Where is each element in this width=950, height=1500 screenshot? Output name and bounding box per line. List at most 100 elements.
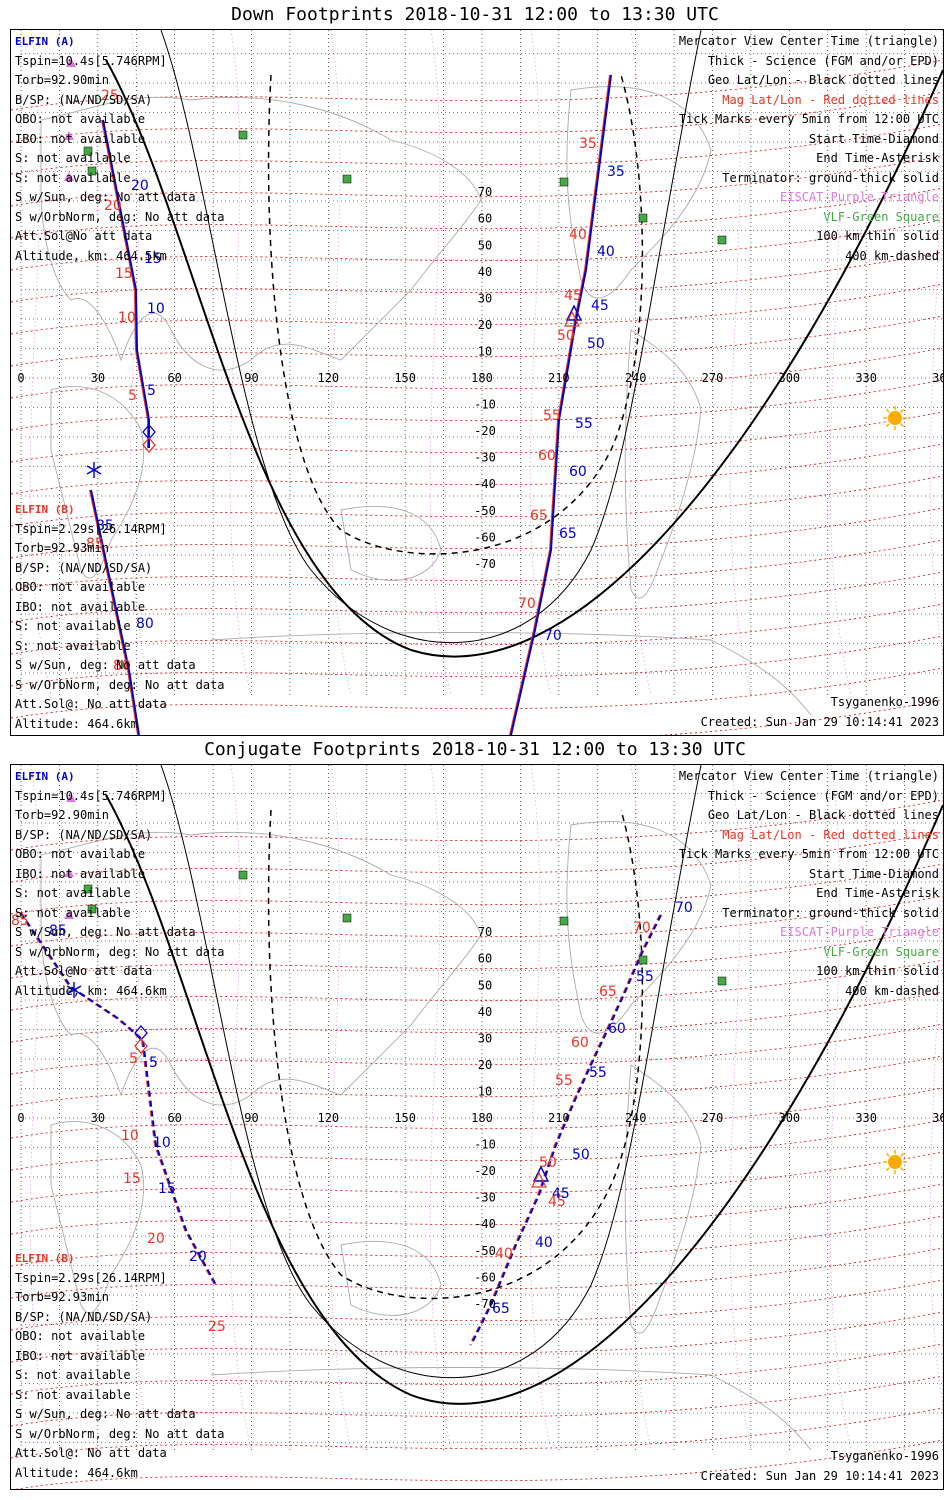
- lon-tick-label: 240: [625, 371, 647, 385]
- panel-down: 0 30 60 90 120 150 180 210 240 270 300 330 360 70 60 50…: [10, 29, 944, 736]
- lat-tick-label: -30: [474, 1191, 496, 1205]
- track-tick-label: 50: [539, 1155, 557, 1171]
- elfin-b-info-line: S w/OrbNorm, deg: No att data: [15, 1426, 225, 1441]
- end-asterisk-icon: [86, 462, 102, 478]
- track-tick-label: 85: [86, 536, 104, 552]
- footprint-track: [102, 119, 150, 448]
- lat-tick-label: 20: [478, 318, 492, 332]
- track-tick-label: 10: [153, 1135, 171, 1151]
- mag-longitude-line: [129, 30, 152, 696]
- track-tick-label: 35: [607, 164, 625, 180]
- mag-longitude-line: [629, 30, 652, 696]
- track-tick-label: 10: [118, 310, 136, 326]
- mag-latitude-line: [11, 1151, 943, 1203]
- lat-tick-label: -70: [474, 557, 496, 571]
- elfin-b-info-line: S: not available: [15, 638, 131, 653]
- elfin-a-info-line: Altitude, km: 464.5km: [15, 248, 167, 263]
- lon-tick-label: 360: [932, 371, 943, 385]
- elfin-b-info-line: IBO: not available: [15, 1348, 146, 1363]
- coastline: [566, 821, 712, 1034]
- footprint-track: [90, 489, 140, 735]
- lon-tick-label: 0: [17, 371, 24, 385]
- mag-latitude-line: [11, 1407, 943, 1459]
- elfin-b-info-line: B/SP: (NA/ND/SD/SA): [15, 560, 153, 575]
- mag-latitude-line: [11, 1311, 943, 1363]
- coastline: [624, 329, 702, 599]
- legend-item: Tick Marks every 5min from 12:00 UTC: [678, 112, 939, 126]
- lat-tick-label: 70: [478, 185, 492, 199]
- eiscat-triangle-icon: [66, 793, 76, 802]
- mag-latitude-line: [11, 895, 943, 947]
- vlf-station-square-icon: [638, 955, 648, 965]
- track-tick-label: 70: [544, 628, 562, 644]
- track-tick-label: 55: [575, 416, 593, 432]
- start-diamond-icon: [142, 437, 156, 453]
- lat-tick-label: 60: [478, 212, 492, 226]
- footer-line: Tsyganenko-1996: [830, 695, 939, 709]
- legend-item: Start Time-Diamond: [808, 866, 939, 881]
- footer-line: Created: Sun Jan 29 10:14:41 2023: [700, 714, 939, 729]
- geo-grid: [20, 765, 943, 1450]
- eiscat-triangle-icon: [64, 910, 74, 919]
- track-tick-label: 40: [535, 1235, 553, 1251]
- track-tick-label: 55: [589, 1065, 607, 1081]
- coastline: [210, 1367, 812, 1451]
- mag-latitude-line: [11, 59, 943, 111]
- lat-tick-label: -60: [474, 530, 496, 544]
- track-tick-label: 5: [128, 388, 137, 404]
- eiscat-triangle-icon: [64, 172, 74, 181]
- track-tick-label: 50: [557, 328, 575, 344]
- vlf-station-square-icon: [559, 177, 569, 187]
- mag-latitude-line: [11, 283, 943, 335]
- lat-tick-label: -10: [474, 1138, 496, 1152]
- eiscat-triangle-icon: [66, 58, 76, 67]
- elfin-b-info-line: ELFIN (B): [15, 1252, 75, 1265]
- coastline: [566, 86, 712, 299]
- sun-icon: [883, 1150, 907, 1174]
- elfin-b-info-line: Att.Sol@: No att data: [15, 697, 167, 711]
- start-diamond-icon: [134, 1038, 148, 1054]
- mag-latitude-line: [11, 927, 943, 979]
- mag-latitude-line: [11, 831, 943, 883]
- track-tick-label: 65: [492, 1301, 510, 1317]
- mag-longitude-line: [329, 765, 352, 1451]
- mag-latitude-line: [11, 315, 943, 367]
- track-tick-label: 55: [636, 969, 654, 985]
- mag-latitude-line: [11, 539, 943, 591]
- coastline: [340, 1240, 442, 1316]
- elfin-a-info-line: S w/Sun, deg: No att data: [15, 190, 196, 204]
- mag-grid: [11, 765, 943, 1489]
- mag-latitude-line: [11, 123, 943, 175]
- terminator-line: [105, 794, 943, 1405]
- track-tick-label: 5: [129, 1051, 138, 1067]
- lat-tick-label: -50: [474, 1244, 496, 1258]
- legend-item: Mercator View Center Time (triangle): [678, 34, 939, 48]
- lon-tick-label: 270: [702, 1111, 724, 1125]
- mag-latitude-line: [11, 379, 943, 431]
- vlf-station-square-icon: [717, 235, 727, 245]
- eiscat-triangle-icon: [64, 131, 74, 140]
- elfin-b-info-line: Altitude: 464.6km: [15, 1465, 138, 1480]
- elfin-b-info-line: S: not available: [15, 1387, 131, 1402]
- elfin-a-info-line: B/SP: (NA/ND/SD/SA): [15, 92, 153, 107]
- center-time-triangle-icon: [564, 310, 580, 327]
- track-tick-label: 40: [597, 244, 615, 260]
- mag-longitude-line: [829, 765, 852, 1451]
- coastline: [340, 505, 442, 581]
- lon-tick-label: 210: [548, 371, 570, 385]
- footprint-track: [470, 914, 662, 1346]
- legend-item: VLF-Green Square: [823, 209, 939, 224]
- legend-item: Terminator: ground-thick solid: [722, 905, 939, 920]
- mag-latitude-line: [11, 411, 943, 463]
- legend-item: 400 km-dashed: [845, 248, 939, 263]
- geo-grid: [20, 30, 943, 695]
- end-asterisk-icon: [66, 982, 82, 998]
- sun-ray: [900, 1167, 905, 1172]
- legend-item: End Time-Asterisk: [816, 151, 939, 165]
- track-tick-label: 15: [144, 251, 162, 267]
- mag-latitude-line: [11, 91, 943, 143]
- track-tick-label: 10: [147, 301, 165, 317]
- track-tick-label: 20: [189, 1249, 207, 1265]
- vlf-station-square-icon: [238, 130, 248, 140]
- elfin-a-info-line: Tspin=10.4s[5.746RPM]: [15, 788, 167, 803]
